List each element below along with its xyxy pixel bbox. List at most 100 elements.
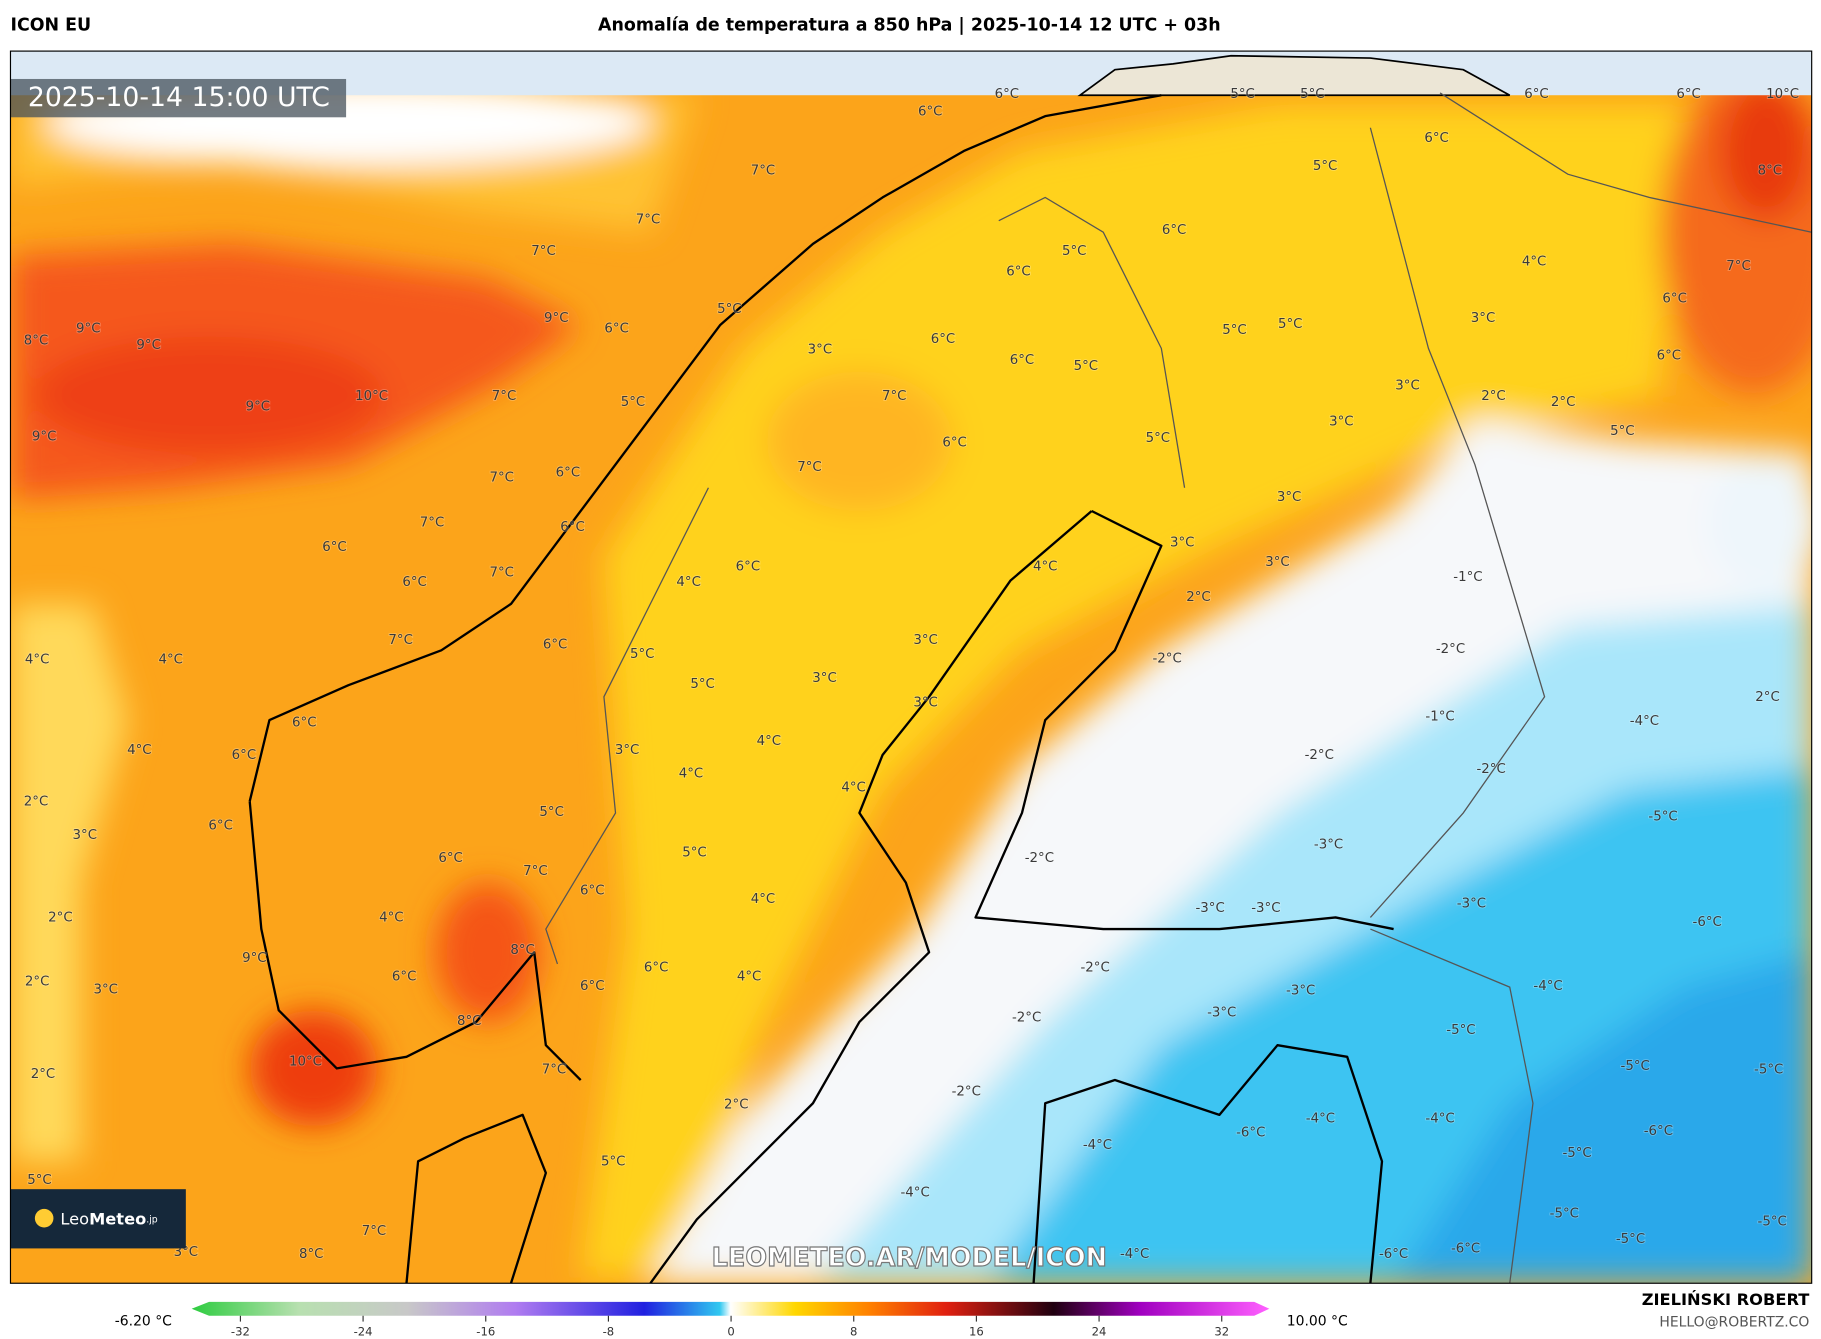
temperature-label: 9°C [32, 430, 56, 445]
temperature-label: 3°C [1277, 490, 1301, 505]
temperature-label: 5°C [1222, 323, 1246, 338]
temperature-label: -5°C [1758, 1215, 1787, 1230]
temperature-label: -2°C [1153, 651, 1182, 666]
temperature-label: 7°C [531, 244, 555, 259]
temperature-label: 7°C [420, 516, 444, 531]
temperature-label: -2°C [1436, 642, 1465, 657]
temperature-label: 9°C [242, 951, 266, 966]
temperature-label: -1°C [1453, 570, 1482, 585]
temperature-label: -4°C [1533, 979, 1562, 994]
temperature-label: 5°C [1230, 87, 1254, 102]
temperature-label: 6°C [402, 575, 426, 590]
temperature-label: 3°C [913, 696, 937, 711]
temperature-label: 4°C [679, 766, 703, 781]
temperature-label: -2°C [1477, 762, 1506, 777]
temperature-label: 2°C [24, 794, 48, 809]
temperature-label: 8°C [510, 943, 534, 958]
temperature-label: 2°C [1186, 590, 1210, 605]
border [1369, 127, 1546, 918]
label-layer: 6°C 6°C 5°C 5°C 6°C 6°C 10°C 7°C 5°C 8°C 6°C 7°C 7°C… [23, 86, 1800, 1263]
temperature-label: 7°C [489, 566, 513, 581]
temperature-label: 6°C [1424, 131, 1448, 146]
temperature-label: 7°C [388, 633, 412, 648]
temperature-label: 6°C [322, 540, 346, 555]
temperature-label: 10°C [289, 1054, 322, 1069]
temperature-label: -2°C [1012, 1010, 1041, 1025]
temperature-label: -4°C [1306, 1111, 1335, 1126]
temperature-label: -6°C [1644, 1124, 1673, 1139]
temperature-label: 3°C [808, 343, 832, 358]
colorbar-tick-label: 0 [727, 1325, 734, 1339]
temperature-label: -2°C [1305, 748, 1334, 763]
colorbar-tick-label: -32 [231, 1325, 250, 1339]
temperature-label: 4°C [1522, 254, 1546, 269]
temperature-label: -6°C [1693, 915, 1722, 930]
temperature-label: 6°C [736, 560, 760, 575]
temperature-label: 8°C [1758, 164, 1782, 179]
colorbar-tick-label: 8 [850, 1325, 857, 1339]
colorbar-tick-label: -24 [354, 1325, 373, 1339]
temperature-label: 10°C [355, 389, 388, 404]
temperature-label: 7°C [636, 212, 660, 227]
temperature-label: 5°C [1610, 424, 1634, 439]
temperature-label: -6°C [1379, 1247, 1408, 1262]
temperature-label: 5°C [630, 647, 654, 662]
map-field: 2025-10-14 15:00 UTC 6°C 6°C 5°C 5°C 6°C 6°C 1… [10, 51, 1812, 1284]
temperature-label: 6°C [438, 851, 462, 866]
temperature-label: 7°C [542, 1063, 566, 1078]
temperature-label: 5°C [1146, 431, 1170, 446]
temperature-label: 2°C [1755, 690, 1779, 705]
temperature-label: 6°C [1657, 348, 1681, 363]
temperature-label: 6°C [556, 466, 580, 481]
temperature-label: 9°C [544, 311, 568, 326]
temperature-label: 2°C [724, 1097, 748, 1112]
temperature-label: 5°C [682, 845, 706, 860]
temperature-label: -5°C [1446, 1023, 1475, 1038]
temperature-label: -4°C [900, 1186, 929, 1201]
temperature-label: -5°C [1562, 1146, 1591, 1161]
temperature-label: 7°C [492, 389, 516, 404]
temperature-label: 6°C [918, 104, 942, 119]
logo-part: Meteo [89, 1209, 146, 1228]
temperature-label: 6°C [292, 715, 316, 730]
temperature-label: -4°C [1630, 714, 1659, 729]
temperature-label: -4°C [1120, 1247, 1149, 1262]
temperature-label: -3°C [1286, 984, 1315, 999]
temperature-label: 6°C [560, 520, 584, 535]
temperature-label: -5°C [1621, 1059, 1650, 1074]
temperature-label: 5°C [539, 805, 563, 820]
temperature-label: 6°C [1676, 87, 1700, 102]
temperature-label: 6°C [232, 748, 256, 763]
model-name: ICON EU [10, 16, 91, 36]
temperature-label: 4°C [751, 892, 775, 907]
temperature-label: 8°C [299, 1247, 323, 1262]
email: HELLO@ROBERTZ.CO [1659, 1315, 1809, 1331]
map-title: Anomalía de temperatura a 850 hPa | 2025… [598, 16, 1221, 36]
logo-part: .jp [146, 1214, 158, 1225]
temperature-label: 2°C [1551, 395, 1575, 410]
temperature-label: 6°C [1662, 291, 1686, 306]
watermark: LEOMETEO.AR/MODEL/ICON [712, 1243, 1107, 1273]
coastline [1032, 1044, 1384, 1284]
temperature-label: 4°C [127, 743, 151, 758]
border [1439, 92, 1812, 233]
temperature-label: -5°C [1616, 1232, 1645, 1247]
colorbar [191, 1301, 1270, 1316]
temperature-label: 6°C [942, 435, 966, 450]
temperature-label: 6°C [1006, 265, 1030, 280]
temperature-label: 5°C [1278, 317, 1302, 332]
temperature-label: 2°C [25, 974, 49, 989]
colorbar-min: -6.20 °C [115, 1314, 172, 1330]
border [998, 196, 1186, 488]
temperature-label: 6°C [543, 638, 567, 653]
temperature-label: 3°C [1170, 535, 1194, 550]
temperature-label: 3°C [812, 671, 836, 686]
temperature-label: -3°C [1251, 901, 1280, 916]
temperature-label: 7°C [797, 460, 821, 475]
coastline [405, 1113, 548, 1284]
temperature-label: 5°C [717, 302, 741, 317]
temperature-label: 3°C [1471, 311, 1495, 326]
temperature-label: 4°C [158, 653, 182, 668]
